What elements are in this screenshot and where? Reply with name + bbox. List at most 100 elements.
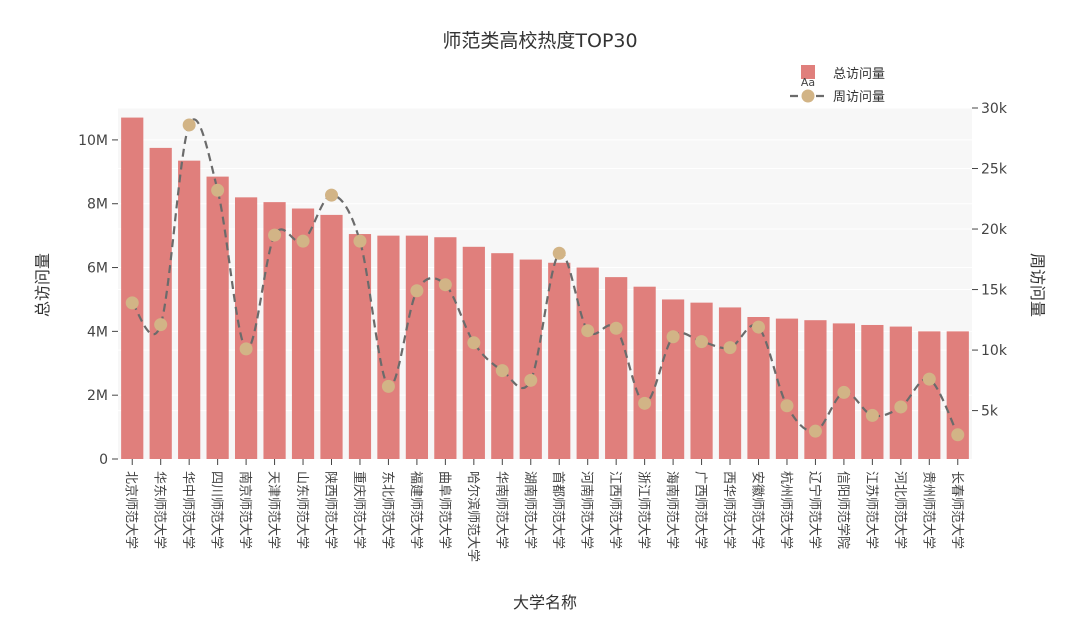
line-point	[353, 234, 367, 248]
y-axis-left-title: 总访问量	[33, 253, 52, 317]
x-tick-label: 湖南师范大学	[522, 471, 538, 549]
y-left-tick-label: 8M	[87, 197, 108, 213]
x-tick-label: 山东师范大学	[294, 471, 310, 549]
plot-background	[118, 108, 972, 459]
bar	[234, 197, 258, 459]
line-point	[837, 385, 851, 399]
y-left-tick-label: 10M	[78, 133, 108, 149]
bar	[320, 214, 343, 459]
x-tick-label: 浙江师范大学	[636, 471, 652, 549]
line-point	[296, 234, 310, 248]
x-tick-label: 江西师范大学	[607, 471, 623, 549]
bar	[747, 317, 770, 459]
line-point	[752, 320, 765, 334]
bar	[718, 307, 742, 459]
grid-lines	[118, 107, 972, 412]
x-tick-label: 长春师范大学	[949, 471, 965, 549]
x-tick-label: 天津师范大学	[266, 471, 282, 549]
line-point	[666, 330, 680, 344]
chart-title: 师范类高校热度TOP30	[442, 30, 637, 52]
x-tick-label: 华中师范大学	[180, 471, 196, 549]
x-tick-label: 河南师范大学	[579, 471, 595, 549]
bar	[348, 234, 372, 459]
line-point	[524, 373, 538, 387]
bar	[263, 202, 286, 459]
bar	[605, 277, 628, 459]
bar	[889, 326, 912, 459]
bar	[405, 235, 429, 459]
line-point	[581, 324, 595, 338]
y-left-tick-label: 4M	[87, 324, 108, 340]
y-left-tick-label: 0	[99, 452, 108, 468]
legend-item-total-visits[interactable]: 总访问量	[833, 67, 885, 82]
line-point	[467, 336, 481, 350]
legend-bar-swatch	[801, 65, 815, 79]
x-tick-label: 河北师范大学	[892, 471, 908, 549]
line-point	[609, 321, 623, 335]
y-right-tick-label: 25k	[981, 162, 1008, 178]
axes: 0 2M 4M 6M 8M 10M 5k 10k 15k 20k 25k 30k 北京师范大学 华东师范大…	[78, 101, 1008, 562]
legend-line-marker	[801, 89, 815, 103]
bar	[804, 320, 827, 459]
line-point	[695, 335, 709, 349]
bar	[661, 299, 685, 459]
x-tick-label: 哈尔滨师范大学	[465, 471, 481, 562]
bar	[206, 176, 229, 459]
x-tick-label: 四川师范大学	[209, 471, 225, 549]
line-point	[125, 296, 139, 310]
line-point	[865, 408, 879, 422]
y-right-tick-label: 30k	[981, 101, 1008, 117]
x-tick-label: 西华师范大学	[721, 471, 737, 549]
x-tick-label: 重庆师范大学	[351, 471, 367, 549]
x-tick-label: 福建师范大学	[408, 471, 424, 549]
bar	[576, 267, 599, 459]
line-point	[211, 183, 225, 197]
bar	[633, 286, 656, 459]
bar	[519, 259, 542, 459]
line-point	[268, 228, 282, 242]
line-point	[182, 118, 196, 132]
bar	[946, 331, 969, 459]
y-right-tick-label: 15k	[981, 283, 1008, 299]
x-tick-label: 安徽师范大学	[750, 471, 766, 549]
bar	[861, 324, 884, 459]
bar	[377, 235, 400, 459]
x-axis-title: 大学名称	[513, 593, 577, 612]
line-point	[922, 372, 936, 386]
x-tick-label: 华东师范大学	[152, 471, 168, 549]
y-right-tick-label: 5k	[981, 404, 999, 420]
x-tick-label: 贵州师范大学	[920, 471, 936, 549]
legend-marker-text: Aa	[801, 76, 815, 89]
legend-item-weekly-visits[interactable]: 周访问量	[833, 90, 885, 105]
line-point	[552, 246, 566, 260]
line-point	[780, 399, 794, 413]
x-tick-label: 海南师范大学	[664, 471, 680, 549]
line-point	[638, 396, 652, 410]
x-tick-label: 曲阜师范大学	[436, 471, 452, 549]
x-tick-label: 东北师范大学	[379, 471, 395, 549]
x-tick-label: 首都师范大学	[550, 471, 566, 549]
line-point	[154, 318, 168, 332]
x-tick-label: 辽宁师范大学	[806, 471, 822, 549]
bar	[178, 160, 201, 459]
bar	[291, 208, 315, 459]
bar	[690, 302, 713, 459]
line-point	[723, 341, 737, 355]
x-tick-label: 北京师范大学	[123, 471, 139, 549]
bar	[491, 253, 514, 459]
x-tick-label: 陕西师范大学	[323, 471, 339, 549]
legend[interactable]: Aa 总访问量 周访问量	[788, 60, 898, 106]
x-tick-label: 杭州师范大学	[778, 471, 794, 549]
bar-series	[121, 117, 969, 460]
line-point	[495, 364, 509, 378]
line-series	[125, 118, 965, 442]
x-tick-label: 南京师范大学	[237, 471, 253, 549]
bar	[462, 246, 485, 459]
x-tick-label: 广西师范大学	[693, 471, 709, 549]
bar	[918, 331, 941, 459]
y-right-tick-label: 10k	[981, 343, 1008, 359]
y-axis-right-title: 周访问量	[1028, 253, 1047, 317]
bar	[434, 237, 457, 459]
bar	[775, 318, 799, 459]
